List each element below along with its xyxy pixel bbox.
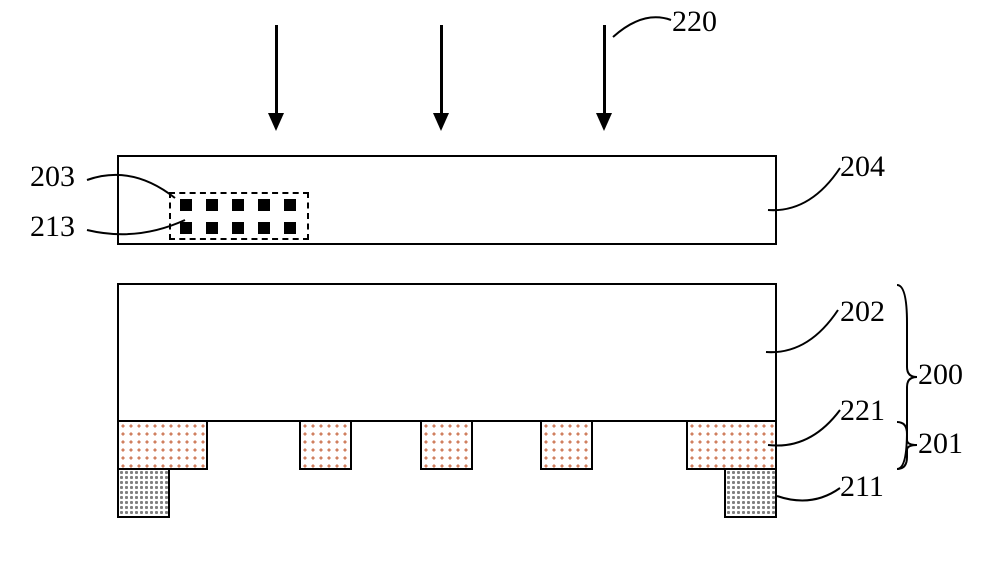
- label-203: 203: [30, 160, 75, 194]
- block-221: [540, 420, 593, 470]
- leader-203: [82, 168, 182, 208]
- arrow-2-head: [433, 113, 449, 131]
- arrow-3-head: [596, 113, 612, 131]
- leader-204: [760, 158, 850, 218]
- leader-220: [603, 12, 683, 52]
- label-221: 221: [840, 394, 885, 428]
- label-211: 211: [840, 470, 884, 504]
- label-202: 202: [840, 295, 885, 329]
- leader-213: [82, 212, 192, 242]
- dot: [232, 222, 244, 234]
- dot: [206, 222, 218, 234]
- label-204: 204: [840, 150, 885, 184]
- block-211: [724, 468, 777, 518]
- dot: [232, 199, 244, 211]
- block-221: [117, 420, 208, 470]
- dot: [284, 222, 296, 234]
- leader-202: [758, 300, 848, 360]
- label-200: 200: [918, 358, 963, 392]
- label-201: 201: [918, 427, 963, 461]
- label-213: 213: [30, 210, 75, 244]
- label-220: 220: [672, 5, 717, 39]
- block-211: [117, 468, 170, 518]
- brace-201: [895, 420, 919, 471]
- arrow-1-head: [268, 113, 284, 131]
- dot: [206, 199, 218, 211]
- dot: [258, 199, 270, 211]
- block-221: [299, 420, 352, 470]
- leader-221: [760, 400, 850, 455]
- dot: [258, 222, 270, 234]
- layer-202: [117, 283, 777, 422]
- block-221: [420, 420, 473, 470]
- diagram-canvas: 220 203 213 204 202 221: [0, 0, 1000, 571]
- arrow-2: [440, 25, 443, 115]
- dot: [284, 199, 296, 211]
- arrow-1: [275, 25, 278, 115]
